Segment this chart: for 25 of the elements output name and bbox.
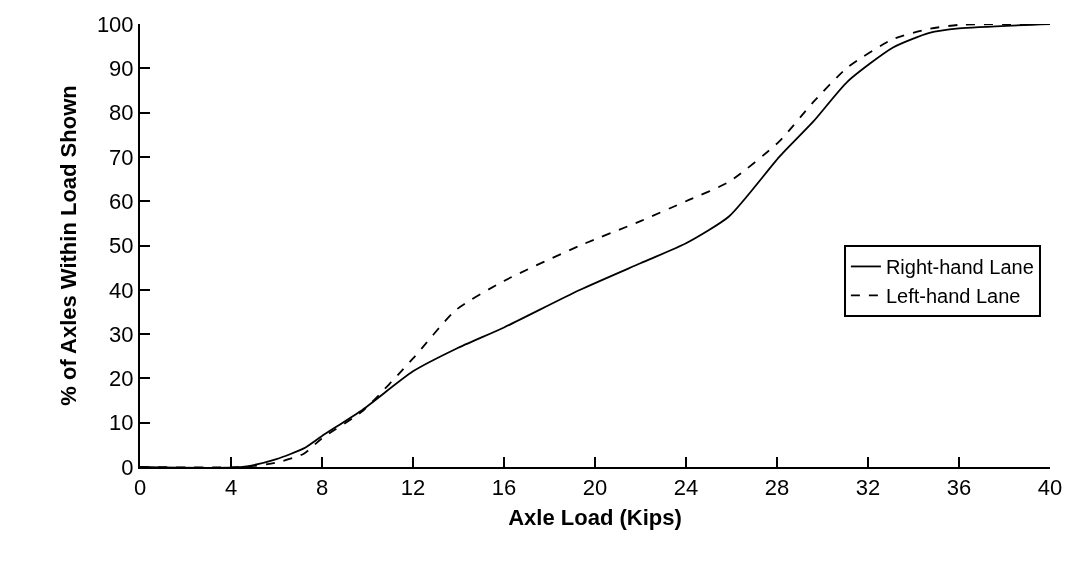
y-tick-label: 60 bbox=[109, 188, 134, 214]
y-tick-label: 20 bbox=[109, 366, 134, 392]
y-tick-label: 70 bbox=[109, 144, 134, 170]
x-tick-label: 24 bbox=[673, 475, 699, 501]
x-tick-label: 20 bbox=[582, 475, 608, 501]
y-tick-label: 30 bbox=[109, 321, 134, 347]
x-tick-label: 8 bbox=[315, 475, 329, 501]
y-tick-label: 0 bbox=[121, 454, 134, 480]
y-tick-label: 100 bbox=[96, 11, 134, 37]
y-axis-title: % of Axles Within Load Shown bbox=[56, 85, 82, 406]
legend-label: Left-hand Lane bbox=[885, 285, 1021, 308]
y-tick-label: 10 bbox=[109, 410, 134, 436]
x-tick-label: 4 bbox=[224, 475, 238, 501]
x-tick-label: 40 bbox=[1037, 475, 1063, 501]
legend-label: Right-hand Lane bbox=[885, 256, 1034, 279]
y-tick-label: 80 bbox=[109, 100, 134, 126]
x-tick-label: 12 bbox=[400, 475, 426, 501]
x-tick-label: 32 bbox=[855, 475, 881, 501]
x-axis-title: Axle Load (Kips) bbox=[508, 504, 682, 530]
y-tick-label: 40 bbox=[109, 277, 134, 303]
x-tick-label: 28 bbox=[764, 475, 790, 501]
y-tick-label: 90 bbox=[109, 56, 134, 81]
y-tick-label: 50 bbox=[109, 233, 134, 259]
x-tick-label: 36 bbox=[946, 475, 972, 501]
x-tick-label: 16 bbox=[491, 475, 517, 501]
